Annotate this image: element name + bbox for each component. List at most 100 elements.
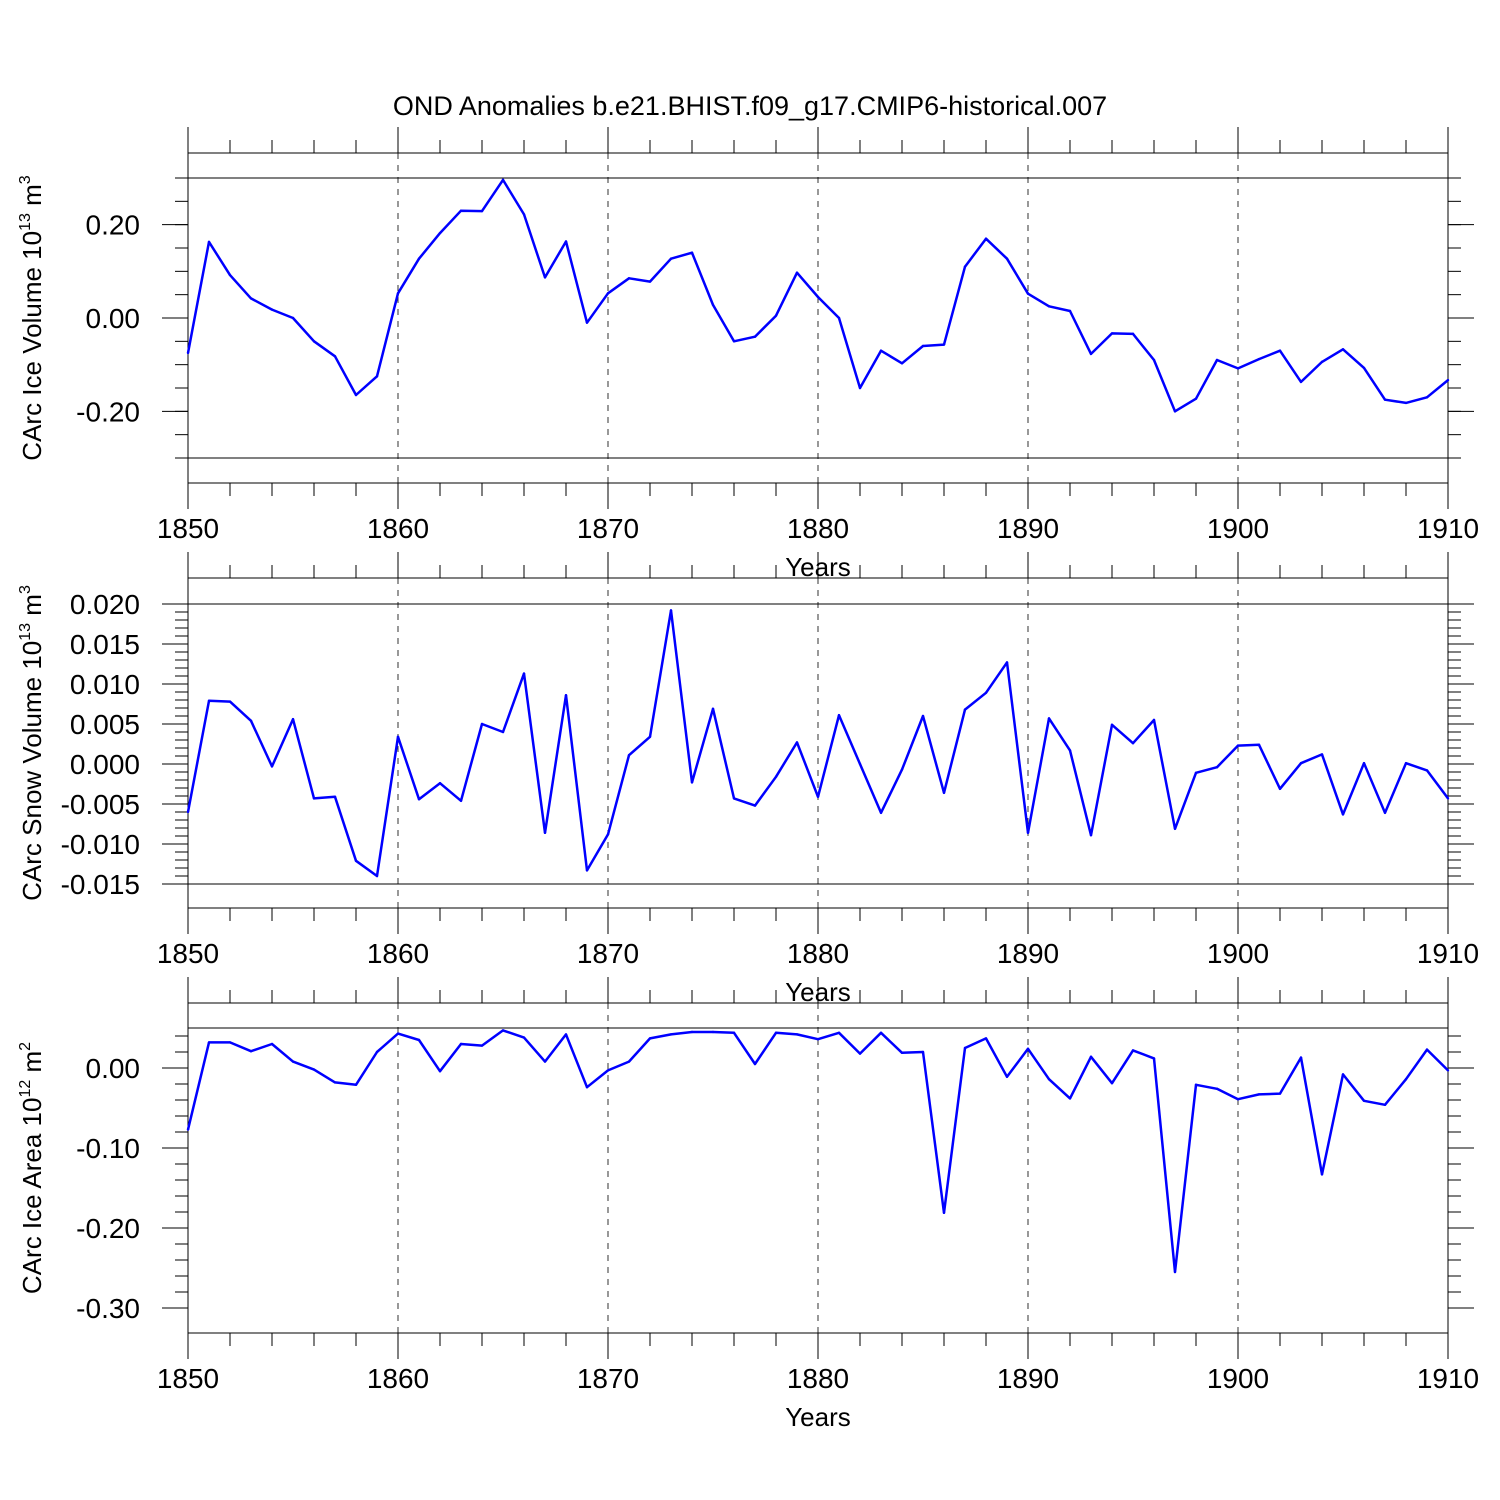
- data-point: [1005, 1075, 1009, 1079]
- data-point: [186, 810, 190, 814]
- data-point: [900, 362, 904, 365]
- data-point: [228, 273, 232, 277]
- data-point: [753, 804, 757, 807]
- data-point: [1026, 1047, 1030, 1051]
- data-point: [459, 209, 463, 212]
- y-tick-label: -0.005: [61, 789, 140, 820]
- data-point: [753, 335, 757, 338]
- data-point: [648, 735, 652, 738]
- y-tick-label: -0.015: [61, 869, 140, 900]
- data-point: [417, 257, 421, 260]
- data-point: [711, 1030, 715, 1034]
- y-tick-label: -0.20: [76, 396, 140, 427]
- data-point: [858, 386, 862, 390]
- data-point: [963, 1046, 967, 1050]
- data-point: [1425, 1048, 1429, 1051]
- data-point: [1194, 771, 1198, 774]
- data-point: [1152, 1057, 1156, 1060]
- data-point: [1089, 1055, 1093, 1059]
- x-tick-label: 1890: [997, 938, 1059, 969]
- data-point: [627, 277, 631, 280]
- data-point: [333, 1081, 337, 1084]
- data-point: [795, 1033, 799, 1036]
- y-axis-label: CArc Ice Area 1012 m2: [17, 1042, 47, 1294]
- x-tick-label: 1910: [1417, 1363, 1479, 1394]
- y-axis-label: CArc Snow Volume 1013 m3: [17, 585, 47, 901]
- data-point: [1152, 718, 1156, 722]
- data-point: [1131, 1049, 1135, 1052]
- data-point: [186, 351, 190, 355]
- data-point: [1299, 762, 1303, 765]
- data-point: [564, 694, 568, 697]
- data-point: [1404, 401, 1408, 405]
- data-point: [963, 708, 967, 711]
- data-point: [1299, 380, 1303, 384]
- data-point: [207, 240, 211, 244]
- data-point: [606, 833, 610, 836]
- data-point: [1320, 753, 1324, 756]
- data-point: [942, 791, 946, 794]
- data-point: [1446, 1069, 1450, 1072]
- data-point: [1278, 787, 1282, 790]
- data-point: [1110, 723, 1114, 726]
- data-point: [690, 781, 694, 784]
- x-tick-label: 1850: [157, 1363, 219, 1394]
- data-point: [1320, 360, 1324, 364]
- data-point: [585, 869, 589, 872]
- data-point: [1131, 742, 1135, 745]
- panel-3: 1850 1860 1870 1880 1890 1900 1910 Years 0.00 -0.…: [17, 977, 1479, 1432]
- data-point: [732, 797, 736, 800]
- data-point: [921, 1050, 925, 1054]
- y-tick-label: 0.015: [70, 629, 140, 660]
- data-point: [1404, 1078, 1408, 1081]
- data-point: [1026, 831, 1030, 834]
- data-point: [480, 1044, 484, 1047]
- data-point: [564, 240, 568, 243]
- data-point: [1362, 762, 1366, 765]
- data-point: [396, 1032, 400, 1035]
- data-point: [774, 314, 778, 317]
- data-point: [1089, 352, 1093, 356]
- data-point: [375, 1050, 379, 1054]
- data-point: [1446, 797, 1450, 800]
- data-point: [1236, 1098, 1240, 1101]
- data-point: [816, 1038, 820, 1041]
- data-point: [1089, 834, 1093, 837]
- data-point: [522, 672, 526, 675]
- data-point: [354, 859, 358, 862]
- data-point: [1131, 332, 1135, 336]
- data-point: [921, 714, 925, 718]
- data-point: [333, 355, 337, 358]
- data-point: [417, 798, 421, 801]
- data-point: [1320, 1173, 1324, 1176]
- data-point: [1068, 1097, 1072, 1100]
- data-point: [1173, 410, 1177, 413]
- x-tick-label: 1880: [787, 938, 849, 969]
- x-tick-label: 1900: [1207, 1363, 1269, 1394]
- x-tick-label: 1870: [577, 513, 639, 544]
- data-point: [711, 707, 715, 710]
- data-point: [501, 178, 505, 182]
- data-point: [690, 1030, 694, 1034]
- data-point: [774, 775, 778, 778]
- y-tick-label: 0.010: [70, 669, 140, 700]
- data-point: [1047, 1078, 1051, 1081]
- data-point: [1152, 358, 1156, 362]
- data-point: [963, 265, 967, 268]
- data-point: [186, 1128, 190, 1131]
- data-point: [984, 1037, 988, 1040]
- x-tick-label: 1880: [787, 1363, 849, 1394]
- data-point: [837, 714, 841, 717]
- data-point: [858, 762, 862, 766]
- data-point: [438, 782, 442, 785]
- data-point: [459, 1042, 463, 1046]
- data-point: [501, 1029, 505, 1032]
- data-point: [711, 303, 715, 307]
- x-tick-label: 1900: [1207, 513, 1269, 544]
- data-point: [984, 691, 988, 694]
- data-point: [249, 297, 253, 300]
- x-axis-label: Years: [785, 1402, 851, 1432]
- data-point: [879, 349, 883, 352]
- data-point: [627, 754, 631, 757]
- x-tick-label: 1850: [157, 513, 219, 544]
